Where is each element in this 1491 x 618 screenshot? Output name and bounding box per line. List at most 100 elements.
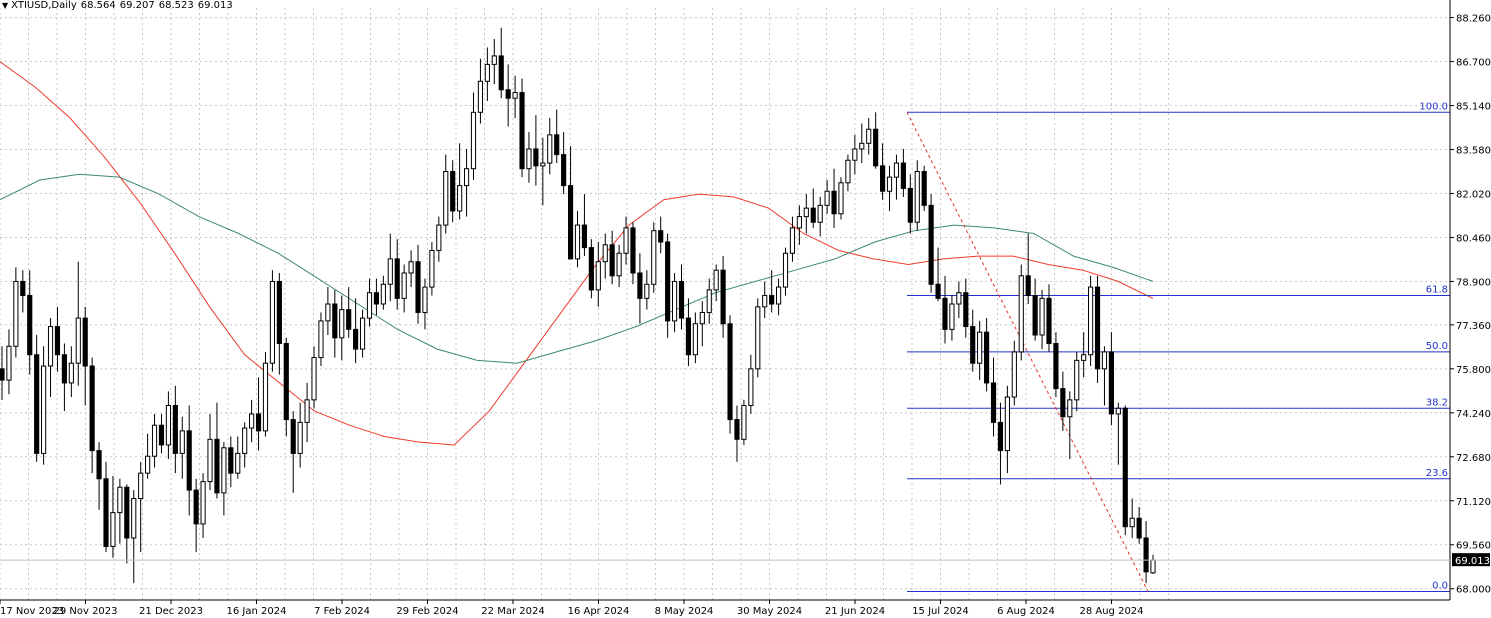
candle-body	[179, 430, 185, 454]
candle-body	[637, 272, 643, 299]
candle	[574, 210, 581, 268]
candle	[893, 154, 900, 200]
candle	[470, 92, 477, 180]
candle-body	[124, 486, 130, 539]
candle-body	[859, 142, 865, 150]
candle	[117, 478, 123, 544]
candle	[1046, 284, 1052, 352]
candle	[630, 222, 636, 285]
x-tick-label: 30 May 2024	[737, 606, 802, 617]
candle	[443, 154, 449, 234]
candle	[810, 188, 816, 228]
candle	[1115, 402, 1121, 465]
candle-body	[68, 362, 74, 384]
candle	[436, 216, 442, 262]
fibonacci-retracement[interactable]: 100.0 61.8 50.0 38.2 23.6 0.0	[906, 101, 1450, 593]
candle	[963, 278, 969, 338]
candle	[644, 270, 650, 310]
candle	[332, 289, 338, 358]
candle	[422, 278, 428, 330]
candle-body	[339, 309, 345, 339]
candle	[540, 137, 546, 206]
candle	[13, 267, 19, 358]
candle	[27, 270, 33, 375]
candle-body	[228, 447, 234, 474]
candle-body	[47, 326, 54, 367]
candle	[1032, 278, 1038, 341]
candle-body	[831, 190, 837, 215]
candle-body	[1094, 286, 1101, 370]
candle	[512, 75, 518, 118]
candle-body	[463, 168, 470, 187]
candle-body	[609, 244, 615, 277]
candle-body	[748, 368, 754, 406]
candle-body	[1136, 517, 1142, 539]
candle-body	[1108, 351, 1114, 415]
candle-body	[817, 204, 823, 223]
low-value: 68.523	[158, 0, 194, 11]
candle	[269, 270, 275, 372]
candle	[54, 306, 61, 372]
candle-body	[900, 162, 906, 189]
candle	[110, 475, 116, 558]
candle	[477, 58, 484, 124]
candle	[685, 298, 692, 367]
candle-body	[644, 283, 650, 299]
candle-body	[505, 89, 511, 99]
candle	[727, 315, 733, 434]
candle	[554, 109, 560, 164]
candle	[415, 244, 421, 324]
candle	[706, 278, 712, 324]
fib-level-label: 38.2	[1426, 397, 1448, 408]
candle	[186, 405, 192, 516]
candle	[928, 194, 934, 293]
candle	[401, 264, 407, 313]
candle-body	[387, 258, 393, 285]
collapse-triangle-icon[interactable]: ▼	[2, 1, 9, 10]
candle-body	[990, 382, 997, 423]
candle-body	[1032, 295, 1038, 336]
candle	[1067, 391, 1073, 460]
candle	[82, 306, 88, 406]
candle	[221, 442, 227, 516]
candle-body	[665, 241, 671, 322]
current-price-label: 69.013	[1455, 556, 1490, 567]
candle-body	[1067, 399, 1073, 418]
candle-body	[158, 424, 165, 446]
candle-body	[276, 280, 282, 344]
candle	[533, 115, 539, 186]
candle	[665, 233, 671, 338]
candle-body	[332, 303, 338, 339]
candle-body	[914, 171, 920, 223]
candle-body	[782, 252, 789, 288]
candle	[429, 241, 435, 296]
candle	[408, 250, 414, 288]
candle-body	[1115, 407, 1121, 415]
y-tick-label: 69.560	[1456, 541, 1491, 552]
candle-body	[769, 295, 775, 305]
candle	[637, 253, 643, 324]
candle-body	[1122, 407, 1128, 528]
candle	[359, 309, 366, 358]
candle-body	[131, 498, 137, 539]
candle-body	[671, 280, 678, 322]
candle	[984, 318, 990, 392]
candle-body	[880, 165, 886, 192]
candle	[990, 357, 997, 437]
candle	[228, 436, 234, 488]
candle-body	[290, 419, 296, 454]
candle-body	[89, 365, 95, 452]
candle	[249, 399, 255, 443]
candle-body	[242, 427, 248, 454]
candle	[179, 416, 185, 479]
candle	[782, 247, 789, 296]
candle-body	[165, 404, 171, 446]
candlesticks	[0, 27, 1156, 584]
candle	[1081, 332, 1087, 378]
candle	[581, 194, 588, 257]
candle	[1018, 264, 1024, 361]
candle	[325, 287, 331, 336]
candle-body	[699, 311, 705, 325]
